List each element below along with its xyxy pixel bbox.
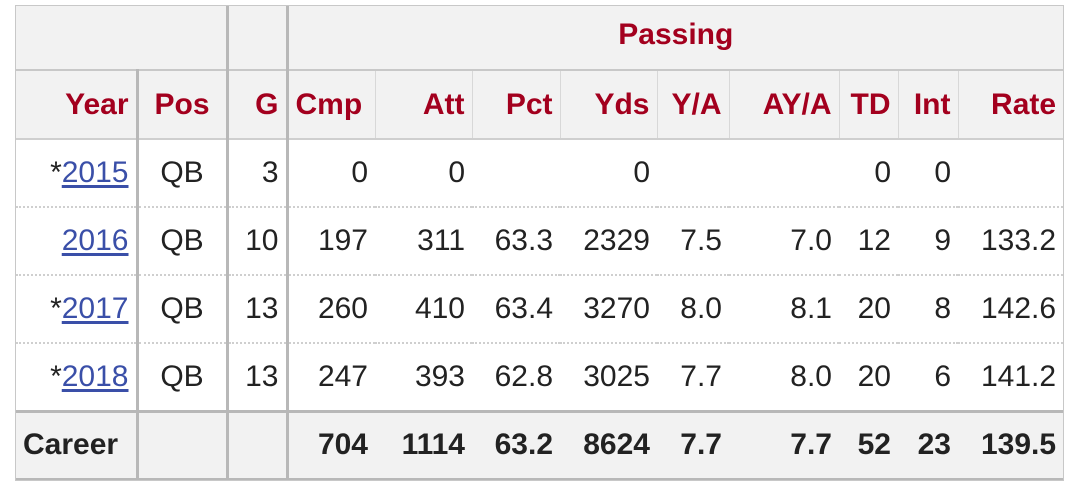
g-cell: 13 [225, 275, 287, 344]
col-header-g[interactable]: G [225, 70, 287, 140]
year-link[interactable]: 2016 [61, 224, 129, 257]
att-cell: 410 [375, 275, 472, 344]
aya-cell: 8.0 [729, 343, 839, 412]
pct-cell: 62.8 [472, 343, 560, 412]
rate-cell: 141.2 [958, 343, 1064, 412]
year-link[interactable]: 2015 [61, 156, 129, 189]
col-header-yds[interactable]: Yds [559, 70, 657, 140]
att-cell: 1114 [375, 409, 472, 480]
td-cell: 0 [839, 139, 898, 208]
career-row: Career 704 1114 63.2 8624 7.7 7.7 52 23 … [16, 409, 1064, 480]
att-cell: 0 [375, 139, 472, 208]
yds-cell: 0 [560, 139, 657, 208]
td-cell: 20 [839, 343, 898, 412]
col-header-ya[interactable]: Y/A [656, 70, 729, 140]
td-cell: 12 [839, 207, 898, 276]
int-cell: 6 [898, 343, 958, 412]
year-link[interactable]: 2018 [61, 359, 129, 393]
pos-cell: QB [135, 139, 227, 208]
rate-cell: 133.2 [958, 207, 1064, 276]
star-marker: * [50, 359, 62, 393]
g-cell: 13 [225, 343, 287, 412]
passing-stats-table: Passing Year Pos G Cmp Att Pct Yds Y/A A… [16, 6, 1064, 480]
table-row: 2016 QB 10 197 311 63.3 2329 7.5 7.0 12 … [16, 207, 1064, 276]
rate-cell: 142.6 [958, 275, 1064, 344]
col-header-td[interactable]: TD [838, 70, 898, 140]
cmp-cell: 704 [285, 409, 375, 480]
col-header-att[interactable]: Att [374, 70, 472, 140]
pos-cell: QB [135, 275, 227, 344]
year-cell: *2015 [16, 139, 138, 208]
pct-cell: 63.3 [472, 207, 560, 276]
col-header-year[interactable]: Year [16, 70, 137, 140]
aya-cell: 7.0 [729, 207, 839, 276]
year-cell: *2017 [16, 275, 138, 344]
att-cell: 311 [375, 207, 472, 276]
yds-cell: 3025 [560, 343, 657, 412]
yds-cell: 2329 [560, 207, 657, 276]
ya-cell: 8.0 [657, 275, 729, 344]
col-header-aya[interactable]: AY/A [728, 70, 839, 140]
ya-cell: 7.7 [657, 409, 729, 480]
int-cell: 0 [898, 139, 958, 208]
star-marker: * [50, 156, 62, 189]
table-row: *2018 QB 13 247 393 62.8 3025 7.7 8.0 20… [16, 343, 1064, 412]
int-cell: 23 [898, 409, 958, 480]
col-header-int[interactable]: Int [897, 70, 958, 140]
g-cell: 10 [225, 207, 287, 276]
group-header-blank-2 [225, 6, 287, 71]
col-header-pct[interactable]: Pct [471, 70, 560, 140]
group-header-passing: Passing [285, 6, 1064, 71]
col-header-rate[interactable]: Rate [957, 70, 1064, 140]
group-header-row: Passing [16, 6, 1064, 71]
year-cell: *2018 [16, 343, 138, 412]
aya-cell: 7.7 [729, 409, 839, 480]
att-cell: 393 [375, 343, 472, 412]
year-cell: 2016 [16, 207, 138, 276]
cmp-cell: 0 [285, 139, 375, 208]
rate-cell: 139.5 [958, 409, 1064, 480]
group-header-blank-1 [16, 6, 227, 71]
pos-cell [135, 409, 227, 480]
int-cell: 8 [898, 275, 958, 344]
ya-cell: 7.5 [657, 207, 729, 276]
table-row: *2017 QB 13 260 410 63.4 3270 8.0 8.1 20… [16, 275, 1064, 344]
td-cell: 20 [839, 275, 898, 344]
aya-cell: 8.1 [729, 275, 839, 344]
td-cell: 52 [839, 409, 898, 480]
pos-cell: QB [135, 207, 227, 276]
int-cell: 9 [898, 207, 958, 276]
pct-cell: 63.2 [472, 409, 560, 480]
yds-cell: 3270 [560, 275, 657, 344]
year-link[interactable]: 2017 [61, 292, 129, 325]
rate-cell [958, 139, 1064, 208]
cmp-cell: 197 [285, 207, 375, 276]
col-header-cmp[interactable]: Cmp [285, 70, 375, 140]
cmp-cell: 260 [285, 275, 375, 344]
career-label: Career [16, 409, 137, 480]
column-header-row: Year Pos G Cmp Att Pct Yds Y/A AY/A TD I… [16, 70, 1064, 140]
ya-cell: 7.7 [657, 343, 729, 412]
pos-cell: QB [135, 343, 227, 412]
col-header-pos[interactable]: Pos [135, 70, 227, 140]
yds-cell: 8624 [560, 409, 657, 480]
ya-cell [657, 139, 729, 208]
star-marker: * [50, 292, 62, 325]
pct-cell [472, 139, 560, 208]
cmp-cell: 247 [285, 343, 375, 412]
pct-cell: 63.4 [472, 275, 560, 344]
g-cell: 3 [225, 139, 287, 208]
aya-cell [729, 139, 839, 208]
g-cell [225, 409, 287, 480]
table-row: *2015 QB 3 0 0 0 0 0 [16, 139, 1064, 208]
